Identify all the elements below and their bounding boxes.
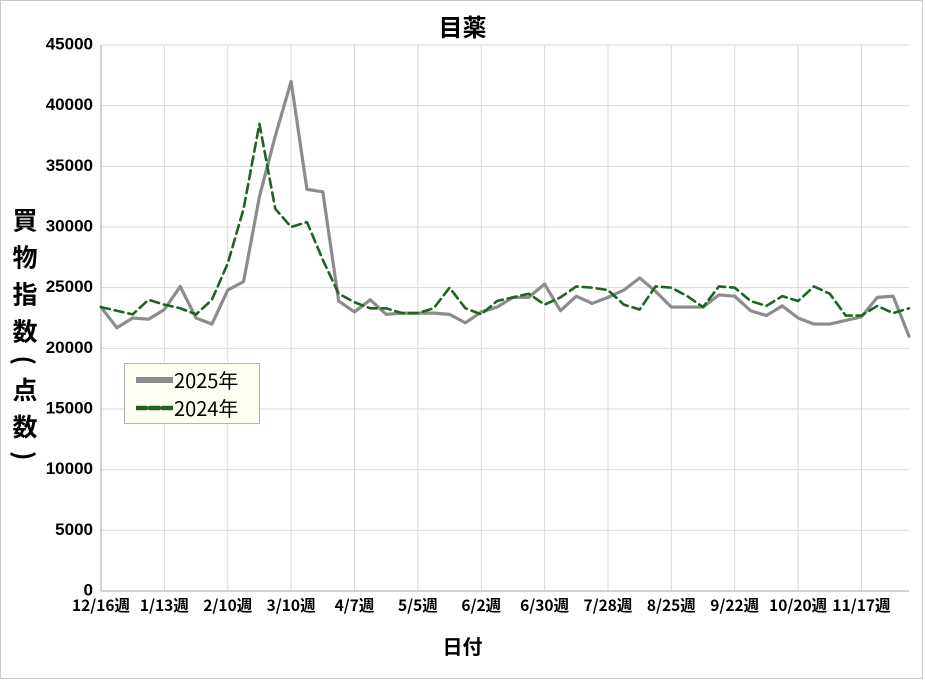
svg-text:3/10週: 3/10週 (267, 594, 316, 616)
svg-text:9/22週: 9/22週 (710, 594, 759, 616)
svg-text:20000: 20000 (46, 338, 93, 357)
svg-text:35000: 35000 (46, 156, 93, 175)
svg-text:8/25週: 8/25週 (647, 594, 696, 616)
svg-text:10/20週: 10/20週 (769, 594, 828, 616)
svg-text:10000: 10000 (46, 459, 93, 478)
svg-text:12/16週: 12/16週 (72, 594, 131, 616)
svg-text:2/10週: 2/10週 (203, 594, 252, 616)
svg-text:40000: 40000 (46, 95, 93, 114)
svg-text:5000: 5000 (55, 520, 93, 539)
svg-text:25000: 25000 (46, 277, 93, 296)
svg-text:6/30週: 6/30週 (520, 594, 569, 616)
svg-text:4/7週: 4/7週 (335, 594, 375, 616)
svg-text:30000: 30000 (46, 216, 93, 235)
svg-text:6/2週: 6/2週 (461, 594, 501, 616)
svg-text:7/28週: 7/28週 (584, 594, 633, 616)
svg-text:5/5週: 5/5週 (398, 594, 438, 616)
svg-text:11/17週: 11/17週 (832, 594, 891, 616)
svg-text:1/13週: 1/13週 (140, 594, 189, 616)
svg-text:15000: 15000 (46, 398, 93, 417)
